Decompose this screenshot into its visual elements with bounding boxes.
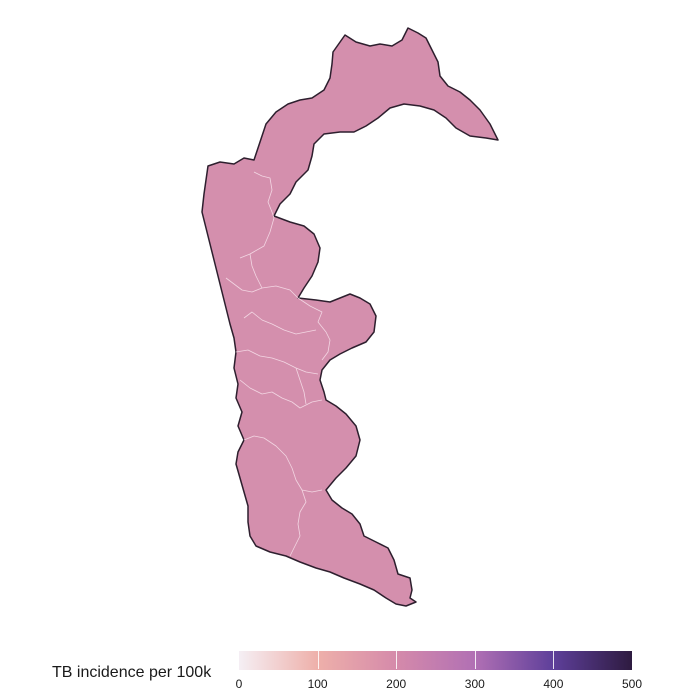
legend-tick-mark	[396, 650, 398, 669]
legend-title: TB incidence per 100k	[52, 664, 212, 681]
legend-tick-label: 500	[621, 677, 643, 691]
legend: TB incidence per 100k 0 100 200 300 400 500	[0, 640, 700, 700]
legend-tick-label: 100	[307, 677, 328, 691]
legend-tick-mark	[474, 650, 476, 669]
legend-tick-label: 0	[235, 677, 243, 691]
legend-tick-label: 400	[543, 677, 564, 691]
internal-borders	[225, 171, 331, 557]
legend-tick-mark	[553, 650, 555, 669]
legend-tick-label: 200	[386, 677, 407, 691]
legend-gradient-bar	[239, 651, 632, 670]
legend-tick-label: 300	[464, 677, 485, 691]
region-outline	[201, 27, 499, 607]
legend-tick-mark	[317, 650, 319, 669]
